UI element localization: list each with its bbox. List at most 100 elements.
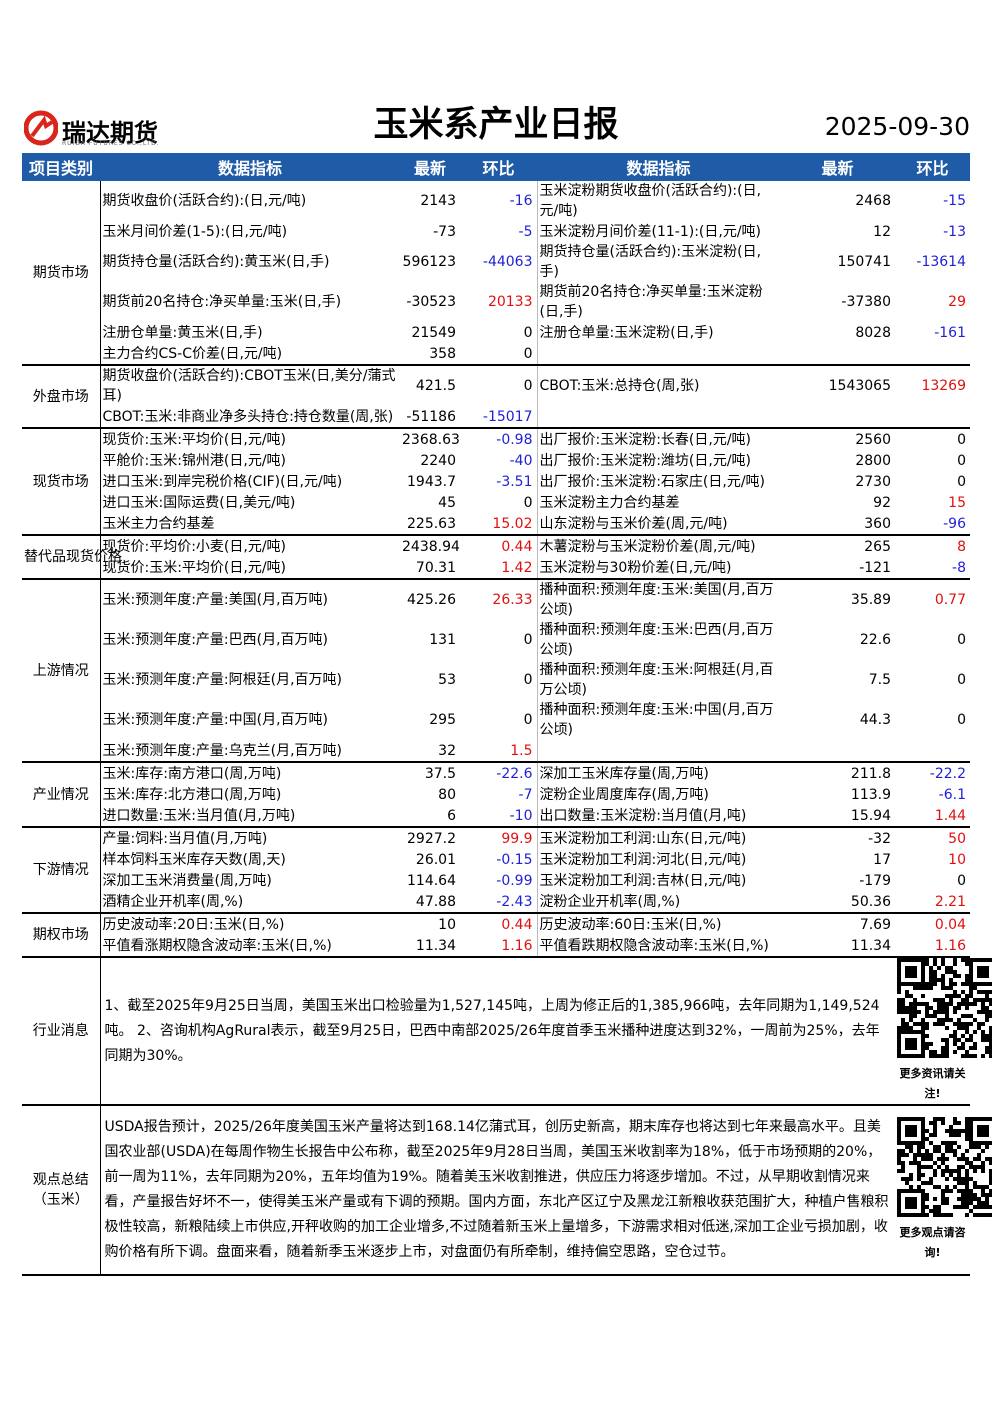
- indicator-name: 期货持仓量(活跃合约):黄玉米(日,手): [102, 254, 330, 270]
- change-value: 0: [523, 632, 533, 648]
- change-value: 1.44: [895, 805, 970, 828]
- indicator-name: 玉米:预测年度:产量:美国(月,百万吨): [102, 592, 329, 608]
- latest-value: 113.9: [850, 786, 891, 803]
- indicator-name: 样本饲料玉米库存天数(周,天): [102, 851, 286, 868]
- empty-cell: [536, 740, 970, 763]
- change-value: -2.43: [460, 891, 537, 914]
- indicator-name: 深加工玉米库存量(周,万吨): [536, 762, 780, 784]
- change-value: -0.15: [496, 851, 533, 868]
- column-header: 环比: [460, 153, 537, 181]
- indicator-name: 出口数量:玉米淀粉:当月值(月,吨): [536, 805, 780, 828]
- indicator-name: 主力合约CS-C价差(日,元/吨): [100, 343, 400, 366]
- change-value: 1.16: [895, 935, 970, 958]
- indicator-name: 淀粉企业周度库存(周,万吨): [536, 784, 780, 805]
- latest-value: -51186: [400, 406, 460, 429]
- data-row: 期权市场 历史波动率:20日:玉米(日,%) 10 0.44 历史波动率:60日:玉米(…: [22, 913, 970, 958]
- data-row: 玉米月间价差(1-5):(日,元/吨) -73 -5 玉米淀粉月间价差(11-1):(…: [22, 221, 970, 242]
- indicator-name: 播种面积:预测年度:玉米:中国(月,百万公顷): [536, 700, 780, 740]
- indicator-name: 玉米淀粉月间价差(11-1):(日,元/吨): [536, 221, 780, 242]
- change-value: -15: [943, 193, 966, 209]
- logo-icon: [24, 110, 58, 146]
- data-row: 现货市场 现货价:玉米:平均价(日,元/吨) 2368.63 -0.98 出厂报价:玉米…: [22, 428, 970, 536]
- qr-code: [897, 958, 992, 1058]
- category: 上游情况: [22, 579, 101, 763]
- change-value: 99.9: [501, 830, 533, 847]
- indicator-name: 玉米主力合约基差: [100, 513, 400, 536]
- data-row: 现货价:玉米:平均价(日,元/吨) 70.31 1.42 玉米淀粉与30粉价差(日,元…: [22, 557, 970, 580]
- latest-value: 44.3: [859, 712, 891, 728]
- indicator-name: CBOT:玉米:非商业净多头持仓:持仓数量(周,张): [100, 406, 400, 429]
- latest-value: -32: [868, 830, 891, 847]
- latest-value: -121: [780, 557, 895, 580]
- data-row: 产业情况 玉米:库存:南方港口(周,万吨) 37.5 -22.6 深加工玉米库存量(周,…: [22, 762, 970, 828]
- category: 下游情况: [22, 827, 101, 914]
- change-value: 2.21: [895, 891, 970, 914]
- latest-value: 211.8: [850, 765, 891, 782]
- change-value: 0: [460, 343, 537, 366]
- change-value: 0: [523, 672, 533, 688]
- latest-value: 45: [438, 494, 456, 511]
- indicator-name: 淀粉企业开机率(周,%): [536, 891, 780, 914]
- change-value: 1.16: [460, 935, 537, 958]
- indicator-name: 玉米淀粉期货收盘价(活跃合约):(日,元/吨): [536, 181, 780, 221]
- latest-value: 1943.7: [407, 473, 456, 490]
- category: 外盘市场: [22, 365, 101, 429]
- date: 2025-09-30: [824, 112, 970, 141]
- logo-subtitle: RUIDA FUTURES CO.,LTD.: [62, 140, 160, 147]
- indicator-name: 平值看跌期权隐含波动率:玉米(日,%): [536, 935, 780, 958]
- indicator-name: 播种面积:预测年度:玉米:巴西(月,百万公顷): [536, 620, 780, 660]
- indicator-name: 期货收盘价(活跃合约):(日,元/吨): [102, 193, 307, 209]
- data-row: 玉米:库存:北方港口(周,万吨) 80 -7 淀粉企业周度库存(周,万吨) 113.9 -…: [22, 784, 970, 805]
- change-value: -7: [518, 786, 533, 803]
- indicator-name: 进口数量:玉米:当月值(月,万吨): [100, 805, 400, 828]
- change-value: -13: [943, 223, 966, 240]
- change-value: -96: [895, 513, 970, 536]
- column-header: 环比: [895, 153, 970, 181]
- category: 产业情况: [22, 762, 101, 828]
- change-value: 0.77: [934, 592, 966, 608]
- indicator-name: 出厂报价:玉米淀粉:长春(日,元/吨): [536, 428, 780, 450]
- indicator-name: 历史波动率:60日:玉米(日,%): [536, 913, 780, 935]
- change-value: 29: [948, 294, 966, 310]
- indicator-name: 平值看涨期权隐含波动率:玉米(日,%): [100, 935, 400, 958]
- latest-value: -37380: [841, 294, 891, 310]
- logo-name: 瑞达期货: [62, 119, 158, 147]
- change-value: -161: [934, 324, 966, 341]
- change-value: 1.42: [460, 557, 537, 580]
- indicator-name: 玉米:预测年度:产量:巴西(月,百万吨): [102, 632, 329, 648]
- column-header: 最新: [780, 153, 895, 181]
- latest-value: 2438.94: [402, 538, 460, 555]
- data-row: 主力合约CS-C价差(日,元/吨) 358 0: [22, 343, 970, 366]
- data-table: 项目类别 数据指标 最新 环比 数据指标 最新 环比 期货市场 期货收盘价(活跃合约):(日,…: [22, 153, 992, 1276]
- data-row: 酒精企业开机率(周,%) 47.88 -2.43 淀粉企业开机率(周,%) 50.36 2…: [22, 891, 970, 914]
- data-row: 进口数量:玉米:当月值(月,万吨) 6 -10 出口数量:玉米淀粉:当月值(月,吨) 1…: [22, 805, 970, 828]
- column-header: 数据指标: [100, 153, 400, 181]
- latest-value: 2800: [855, 452, 891, 469]
- latest-value: 2560: [855, 431, 891, 448]
- category: 替代品现货价格: [22, 535, 122, 580]
- indicator-name: 现货价:平均价:小麦(日,元/吨): [102, 538, 287, 555]
- change-value: 0.44: [501, 538, 533, 555]
- data-row: 上游情况 玉米:预测年度:产量:美国(月,百万吨) 425.26 26.33 播种面积:…: [22, 579, 970, 763]
- indicator-name: 玉米:预测年度:产量:乌克兰(月,百万吨): [100, 740, 400, 763]
- change-value: 1.5: [460, 740, 537, 763]
- latest-value: 6: [400, 805, 460, 828]
- indicator-name: 玉米淀粉加工利润:山东(日,元/吨): [536, 827, 780, 849]
- latest-value: 2927.2: [407, 830, 456, 847]
- latest-value: 53: [438, 672, 456, 688]
- table-header: 项目类别 数据指标 最新 环比 数据指标 最新 环比: [22, 153, 970, 181]
- latest-value: 92: [873, 494, 891, 511]
- indicator-name: 期货前20名持仓:净买单量:玉米(日,手): [102, 294, 342, 310]
- title: 玉米系产业日报: [373, 105, 619, 145]
- latest-value: -73: [433, 223, 456, 240]
- change-value: -22.6: [496, 765, 533, 782]
- change-value: -44063: [482, 254, 533, 270]
- qr-block: 更多观点请咨询!: [895, 1105, 992, 1275]
- data-row: 外盘市场 期货收盘价(活跃合约):CBOT玉米(日,美分/蒲式耳) 421.5 0 CB…: [22, 365, 970, 429]
- indicator-name: 山东淀粉与玉米价差(周,元/吨): [536, 513, 780, 536]
- latest-value: 7.69: [859, 916, 891, 933]
- change-value: -22.2: [929, 765, 966, 782]
- change-value: 13269: [921, 378, 966, 394]
- indicator-name: 玉米:预测年度:产量:中国(月,百万吨): [102, 712, 329, 728]
